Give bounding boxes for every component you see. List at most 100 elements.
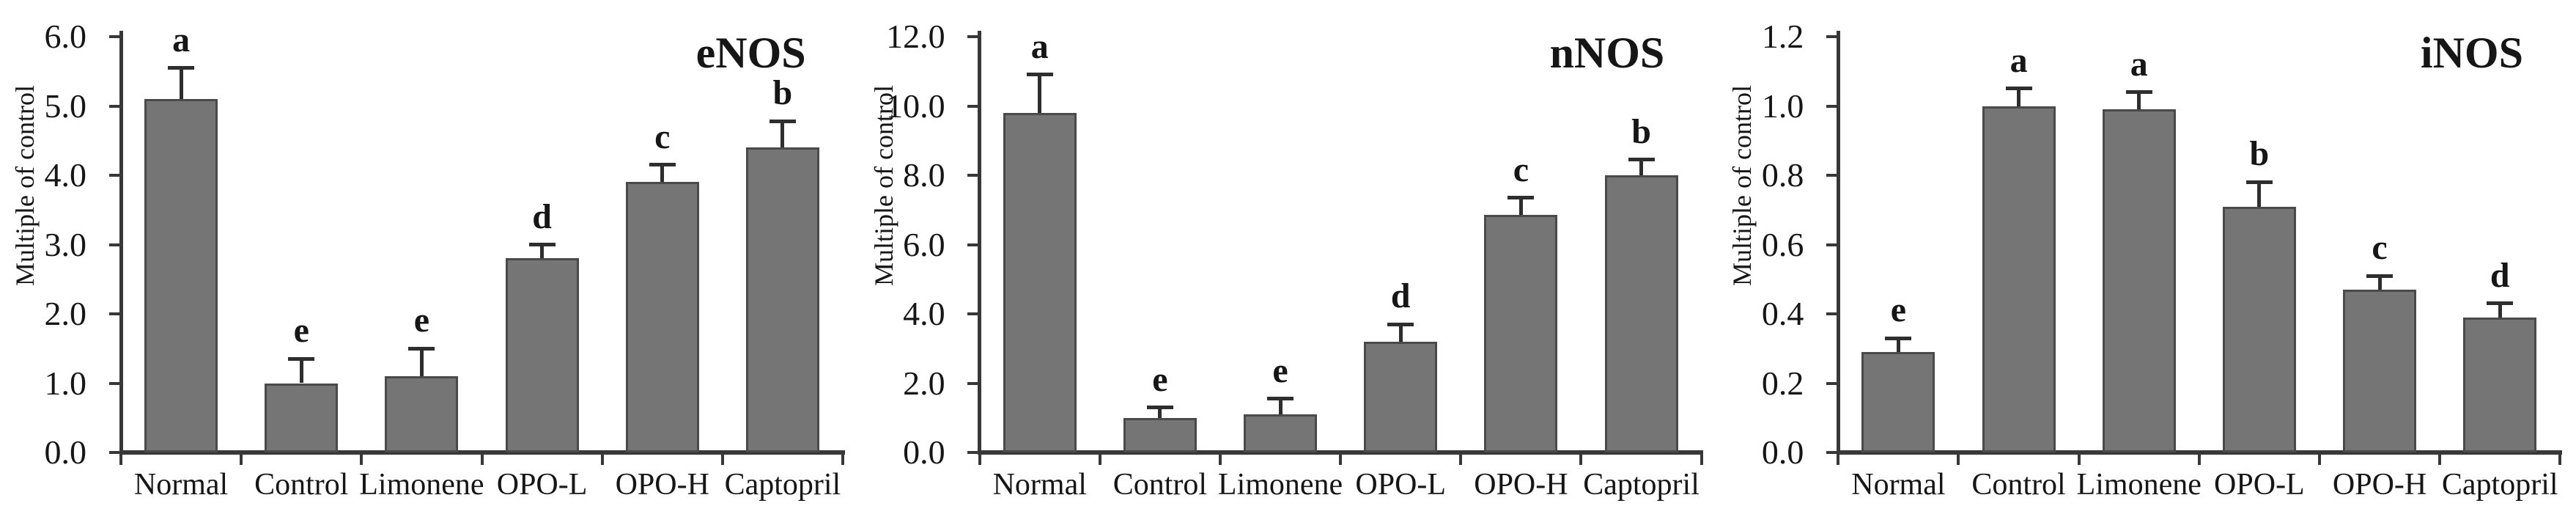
x-tick xyxy=(119,455,122,465)
y-tick xyxy=(967,174,978,177)
error-bar-line xyxy=(660,164,665,183)
error-bar-line xyxy=(1518,197,1523,216)
significance-letter: b xyxy=(1631,111,1651,151)
error-bar-line xyxy=(2257,182,2262,207)
x-tick xyxy=(1098,455,1101,465)
error-bar-cap xyxy=(1628,158,1655,162)
error-bar-line xyxy=(419,348,424,377)
x-tick xyxy=(1218,455,1222,465)
error-bar-cap xyxy=(2366,274,2394,278)
bar-normal xyxy=(1861,351,1935,452)
error-bar-cap xyxy=(1026,73,1053,77)
bar-captopril xyxy=(745,147,819,452)
x-category-label: Limonene xyxy=(2076,468,2202,502)
y-tick xyxy=(1826,381,1837,385)
error-bar-line xyxy=(179,67,183,100)
y-tick xyxy=(967,243,978,246)
significance-letter: b xyxy=(772,73,793,113)
x-tick xyxy=(600,455,604,465)
error-bar-cap xyxy=(1387,322,1414,326)
error-bar-cap xyxy=(168,66,195,70)
error-bar-line xyxy=(2137,92,2141,110)
error-bar-cap xyxy=(1507,196,1535,200)
y-tick-label: 8.0 xyxy=(903,156,945,194)
y-tick xyxy=(1826,312,1837,315)
bar-captopril xyxy=(2463,317,2537,452)
x-category-label: OPO-H xyxy=(1474,468,1568,502)
y-tick-label: 12.0 xyxy=(886,18,945,55)
x-tick xyxy=(1579,455,1583,465)
error-bar-line xyxy=(1398,324,1403,342)
x-axis-line xyxy=(119,450,845,455)
x-category-label: OPO-L xyxy=(496,468,588,502)
error-bar-line xyxy=(2377,276,2382,290)
y-tick-label: 4.0 xyxy=(44,156,87,194)
error-bar-line xyxy=(1896,338,1900,352)
significance-letter: d xyxy=(2490,255,2510,295)
y-tick-label: 3.0 xyxy=(44,225,87,263)
y-tick xyxy=(1826,243,1837,246)
x-tick xyxy=(2077,455,2081,465)
y-tick-label: 0.6 xyxy=(1761,225,1804,263)
x-tick xyxy=(480,455,484,465)
x-category-label: Normal xyxy=(1851,468,1946,502)
y-tick xyxy=(108,35,119,38)
bar-limonene xyxy=(385,376,459,452)
bar-limonene xyxy=(2102,109,2176,452)
x-category-label: OPO-H xyxy=(2332,468,2427,502)
y-tick xyxy=(967,312,978,315)
x-category-label: Normal xyxy=(992,468,1087,502)
y-tick-label: 6.0 xyxy=(44,18,87,55)
significance-letter: a xyxy=(172,20,191,59)
significance-letter: a xyxy=(2009,40,2028,80)
y-tick-label: 0.0 xyxy=(1761,433,1804,471)
x-axis-line xyxy=(1836,450,2562,455)
chart-panel-nnos: nNOS Multiple of control 0.0 2.0 4.0 6.0 8.0… xyxy=(859,0,1718,517)
bar-opo-l xyxy=(1364,341,1438,452)
significance-letter: d xyxy=(1390,276,1411,316)
y-tick-label: 0.2 xyxy=(1761,364,1804,402)
error-bar-cap xyxy=(408,346,435,351)
y-tick-label: 0.0 xyxy=(903,433,945,471)
y-tick xyxy=(1826,104,1837,108)
bar-opo-h xyxy=(2343,289,2417,452)
x-tick xyxy=(240,455,243,465)
x-tick xyxy=(978,455,981,465)
error-bar-line xyxy=(540,244,545,259)
y-tick-label: 1.0 xyxy=(1761,87,1804,125)
x-category-label: Captopril xyxy=(2441,468,2558,502)
x-tick xyxy=(841,455,844,465)
x-category-label: Limonene xyxy=(1217,468,1343,502)
bar-normal xyxy=(144,99,218,452)
error-bar-line xyxy=(2017,88,2021,106)
error-bar-cap xyxy=(2487,301,2514,306)
bar-control xyxy=(265,383,339,452)
y-tick xyxy=(967,381,978,385)
y-tick-label: 2.0 xyxy=(44,295,87,332)
x-category-label: OPO-L xyxy=(1355,468,1447,502)
y-tick xyxy=(1826,35,1837,38)
error-bar-line xyxy=(1278,398,1283,414)
significance-letter: c xyxy=(1513,150,1529,189)
y-tick xyxy=(108,174,119,177)
error-bar-line xyxy=(1038,74,1042,113)
significance-letter: e xyxy=(1152,359,1168,399)
y-tick-label: 1.0 xyxy=(44,364,87,402)
error-bar-cap xyxy=(769,119,796,123)
x-tick xyxy=(1459,455,1463,465)
bar-opo-l xyxy=(505,258,579,452)
y-tick-label: 0.8 xyxy=(1761,156,1804,194)
y-tick xyxy=(1826,451,1837,454)
x-category-label: Control xyxy=(1112,468,1208,502)
error-bar-line xyxy=(2498,303,2502,318)
error-bar-line xyxy=(1639,159,1644,175)
y-tick-label: 0.0 xyxy=(44,433,87,471)
bar-opo-h xyxy=(625,182,699,452)
error-bar-cap xyxy=(649,163,676,167)
error-bar-cap xyxy=(288,356,315,361)
y-tick-label: 0.4 xyxy=(1761,295,1804,332)
y-tick xyxy=(108,451,119,454)
y-tick-label: 6.0 xyxy=(903,225,945,263)
significance-letter: d xyxy=(532,197,552,236)
x-tick xyxy=(2438,455,2442,465)
